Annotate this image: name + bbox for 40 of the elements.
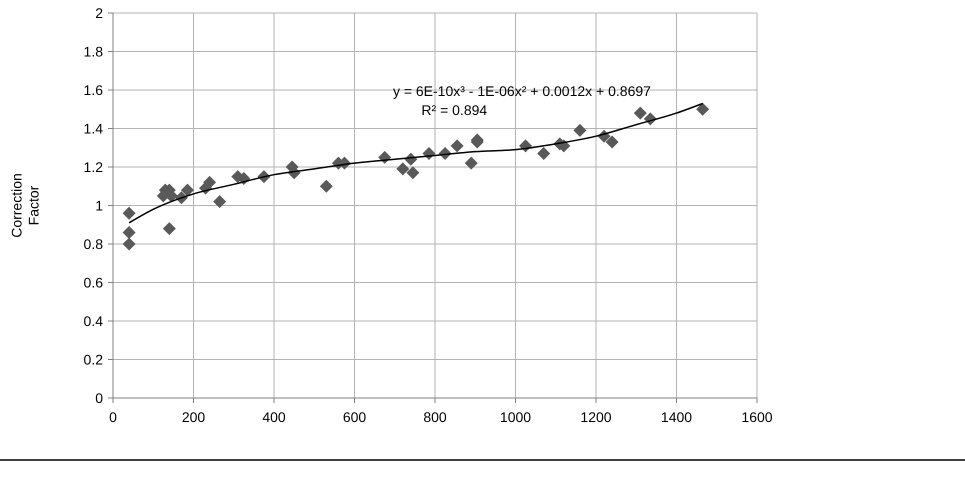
x-tick-label: 1600 [741, 409, 773, 425]
annotation: y = 6E-10x³ - 1E-06x² + 0.0012x + 0.8697 [392, 82, 652, 99]
point [537, 147, 550, 160]
y-tick-label: 1.6 [84, 82, 104, 98]
point [213, 195, 226, 208]
x-tick-label: 800 [423, 409, 447, 425]
y-tick-label: 1.2 [84, 158, 104, 175]
x-tick-label: 1200 [580, 409, 612, 425]
y-tick-label: 0.4 [84, 312, 104, 329]
point [606, 135, 619, 148]
y-axis-title: Correction Factor [8, 173, 42, 238]
point [320, 180, 333, 193]
point [203, 176, 216, 189]
x-tick-label: 1000 [500, 409, 532, 425]
point [634, 106, 647, 120]
point [464, 156, 478, 170]
y-tick-label: 1.8 [84, 43, 104, 60]
y-tick-label: 1.4 [84, 120, 104, 136]
point [396, 162, 410, 176]
x-tick-label: 400 [262, 409, 286, 425]
point [406, 166, 420, 180]
y-tick-label: 2 [95, 4, 104, 21]
y-tick-label: 0.2 [84, 351, 104, 368]
point [122, 206, 136, 220]
annotation: R² = 0.894 [421, 102, 488, 118]
point [573, 124, 586, 137]
point [122, 226, 136, 239]
y-tick-label: 0.8 [84, 236, 104, 252]
x-tick-label: 0 [109, 409, 118, 425]
x-tick-label: 1400 [660, 409, 692, 425]
x-tick-label: 200 [182, 409, 206, 425]
point [162, 222, 176, 236]
y-tick-label: 0.6 [84, 274, 104, 290]
point [696, 102, 710, 116]
y-tick-label: 0 [95, 390, 104, 406]
x-tick-label: 600 [342, 409, 366, 425]
point [450, 139, 464, 152]
point [122, 238, 136, 250]
point [180, 184, 194, 197]
y-tick-label: 1 [95, 197, 104, 214]
